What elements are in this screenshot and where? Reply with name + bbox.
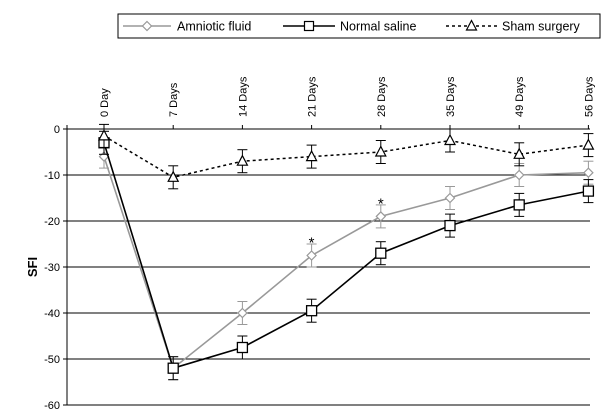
- data-point-diamond: [306, 250, 317, 261]
- legend-square-icon: [303, 20, 315, 32]
- series: [98, 123, 595, 381]
- data-point-triangle: [236, 154, 249, 166]
- legend-label-amniotic-fluid: Amniotic fluid: [177, 20, 251, 34]
- x-tick-label: 49 Days: [514, 76, 526, 117]
- data-point-square: [236, 341, 249, 354]
- y-tick-labels: 0 -10 -20 -30 -40 -50 -60: [44, 124, 60, 412]
- legend-diamond-icon: [141, 20, 153, 32]
- y-tick-label: -40: [44, 308, 60, 320]
- data-point-diamond: [444, 192, 456, 204]
- series-sham-surgery: [98, 123, 595, 190]
- x-tick-label: 28 Days: [376, 76, 388, 117]
- x-tick-label: 14 Days: [237, 76, 249, 117]
- series-line: [103, 135, 589, 179]
- data-point-diamond: [375, 211, 387, 222]
- data-point-triangle: [582, 138, 595, 150]
- x-tick-label: 35 Days: [445, 76, 457, 117]
- series-normal-saline: [98, 130, 595, 381]
- x-tick-label: 56 Days: [583, 76, 595, 117]
- data-point-square: [167, 362, 179, 374]
- series-line: [103, 156, 589, 370]
- legend-amniotic-fluid: Amniotic fluid: [123, 20, 251, 34]
- data-point-triangle: [305, 149, 318, 162]
- data-point-triangle: [444, 133, 456, 146]
- legend: Amniotic fluid Normal saline Sham surger…: [117, 13, 601, 39]
- data-point-square: [444, 219, 456, 232]
- data-point-diamond: [237, 307, 248, 319]
- legend-label-normal-saline: Normal saline: [340, 20, 416, 34]
- data-point-square: [513, 199, 525, 211]
- data-point-triangle: [167, 170, 180, 182]
- significance-marker: *: [378, 196, 384, 213]
- data-point-diamond: [513, 169, 525, 181]
- y-tick-label: -30: [44, 262, 60, 274]
- x-tick-label: 0 Day: [99, 88, 111, 117]
- data-point-triangle: [513, 147, 526, 159]
- legend-sham-surgery: Sham surgery: [446, 19, 581, 34]
- y-axis-title: SFI: [25, 257, 40, 277]
- significance-marker: *: [309, 235, 315, 252]
- data-point-square: [305, 305, 318, 317]
- data-point-square: [582, 185, 595, 197]
- y-tick-label: -50: [44, 354, 60, 366]
- data-point-triangle: [374, 145, 387, 157]
- legend-label-sham-surgery: Sham surgery: [502, 20, 581, 34]
- y-tick-label: 0: [54, 124, 60, 136]
- data-point-square: [375, 247, 387, 259]
- x-tick-label: 7 Days: [168, 82, 180, 117]
- gridlines: [67, 174, 590, 406]
- data-point-diamond: [583, 167, 594, 179]
- y-tick-label: -10: [44, 170, 60, 182]
- legend-box: [117, 13, 601, 39]
- y-tick-label: -20: [44, 216, 60, 228]
- x-tick-label: 21 Days: [307, 76, 319, 117]
- legend-normal-saline: Normal saline: [283, 20, 416, 34]
- annotations: **: [309, 196, 384, 252]
- series-line: [103, 142, 589, 370]
- axes: [63, 125, 590, 406]
- legend-triangle-icon: [465, 19, 478, 31]
- x-tick-labels: 0 Day 7 Days 14 Days 21 Days 28 Days 35 Days 4…: [99, 76, 595, 117]
- y-tick-label: -60: [44, 400, 60, 412]
- data-point-triangle: [98, 129, 110, 141]
